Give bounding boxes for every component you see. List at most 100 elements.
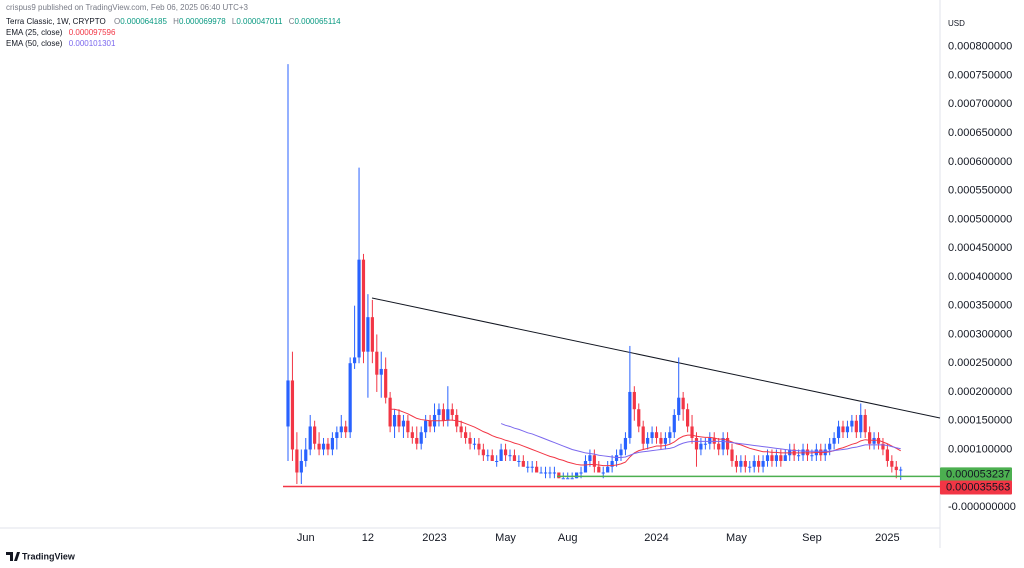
candle-body <box>503 449 508 456</box>
ohlc-value: 0.000069978 <box>179 17 226 26</box>
ema-line <box>500 423 901 459</box>
y-tick-label: 0.000500000 <box>948 213 1012 225</box>
candle-body <box>406 420 410 433</box>
candle-body <box>339 426 343 433</box>
x-tick-label: Jun <box>297 532 315 544</box>
candle-body <box>526 466 530 468</box>
candle-body <box>730 449 734 461</box>
candle-body <box>703 443 707 445</box>
candle-body <box>566 478 570 480</box>
candle-body <box>841 426 845 433</box>
candle-body <box>326 443 330 450</box>
candle-body <box>299 460 303 473</box>
legend-main: Terra Classic, 1W, CRYPTO O0.000064185 H… <box>6 17 341 26</box>
candle-body <box>783 455 787 461</box>
candle-body <box>681 397 685 410</box>
candle-body <box>743 460 747 467</box>
candle-body <box>579 472 583 474</box>
candle-body <box>881 443 885 450</box>
y-tick-label: 0.000350000 <box>948 300 1012 312</box>
candle-body <box>286 380 290 427</box>
candle-body <box>619 449 623 456</box>
candle-body <box>472 443 477 445</box>
candle-body <box>668 432 672 438</box>
candle-body <box>401 420 406 427</box>
candle-body <box>490 455 494 461</box>
candle-body <box>836 426 841 438</box>
candle-body <box>828 443 832 450</box>
legend-name: EMA (25, close) <box>6 28 63 37</box>
x-tick-label: 2025 <box>875 532 899 544</box>
candle-body <box>872 437 876 444</box>
price-label: 0.000053237 <box>946 468 1010 480</box>
ohlc-label: L <box>232 17 237 26</box>
candle-body <box>535 466 539 473</box>
x-tick-label: 2024 <box>644 532 668 544</box>
y-tick-label: -0.000000000 <box>948 501 1016 513</box>
candle-body <box>708 437 712 444</box>
x-tick-label: 2023 <box>422 532 446 544</box>
candle-body <box>548 472 552 474</box>
price-label-box <box>940 467 1012 482</box>
y-tick-label: 0.000550000 <box>948 185 1012 197</box>
candle-body <box>410 432 414 438</box>
candle-body <box>686 409 690 427</box>
candle-body <box>415 437 419 444</box>
legend-ema: EMA (50, close) 0.000101301 <box>6 39 116 48</box>
candle-body <box>521 460 525 467</box>
candle-body <box>650 432 654 438</box>
candle-body <box>899 469 903 471</box>
legend-value: 0.000097596 <box>69 28 116 37</box>
candle-body <box>508 455 512 457</box>
brand-name: TradingView <box>22 551 76 561</box>
candle-body <box>530 466 534 468</box>
candle-body <box>357 259 361 358</box>
plot-layer <box>286 64 903 484</box>
x-tick-label: Sep <box>802 532 822 544</box>
candle-body <box>690 426 694 438</box>
candle-body <box>712 437 716 444</box>
candle-body <box>499 449 503 461</box>
trend-line <box>371 297 941 419</box>
candle-body <box>632 391 636 410</box>
brand-logo <box>6 552 20 561</box>
candle-body <box>739 460 743 467</box>
candle-body <box>832 437 836 444</box>
candle-body <box>770 455 774 461</box>
candle-body <box>384 368 388 398</box>
candle-body <box>446 409 450 421</box>
ohlc-value: 0.000064185 <box>120 17 167 26</box>
candle-body <box>721 437 725 450</box>
candle-body <box>748 466 752 468</box>
y-tick-label: 0.000650000 <box>948 127 1012 139</box>
candle-body <box>757 460 761 467</box>
candle-body <box>308 426 312 450</box>
candle-body <box>801 449 805 456</box>
candle-body <box>517 460 521 462</box>
candle-body <box>450 409 454 415</box>
ohlc-value: 0.000047011 <box>236 17 283 26</box>
candle-body <box>752 460 756 467</box>
candle-body <box>557 472 561 479</box>
candle-body <box>592 455 596 467</box>
candle-body <box>379 368 383 375</box>
candle-body <box>597 466 601 473</box>
candle-body <box>290 380 295 450</box>
candle-body <box>614 455 619 461</box>
candle-body <box>805 449 810 456</box>
candle-body <box>588 455 592 461</box>
candle-body <box>637 409 641 427</box>
candle-body <box>424 420 428 433</box>
candle-body <box>761 460 765 467</box>
candle-body <box>810 455 814 457</box>
candle-body <box>370 317 374 352</box>
footer-brand: TradingView <box>6 551 76 561</box>
y-tick-label: 0.000150000 <box>948 415 1012 427</box>
candle-body <box>552 472 556 474</box>
candle-body <box>734 460 739 467</box>
candle-body <box>348 363 352 433</box>
candle-body <box>543 472 548 474</box>
symbol-title: Terra Classic, 1W, CRYPTO <box>6 17 106 26</box>
candle-body <box>606 466 610 473</box>
